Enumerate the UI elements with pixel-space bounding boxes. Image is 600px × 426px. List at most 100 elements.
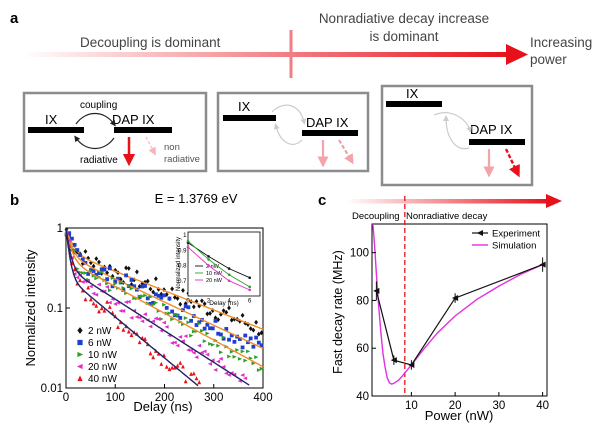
decay-point (188, 348, 193, 353)
legend-marker (77, 339, 83, 346)
decay-point (129, 315, 134, 320)
decay-point (243, 333, 248, 338)
decay-point (102, 308, 107, 313)
decay-axes: 0 100 200 300 400 0.01 0.1 1 (41, 223, 273, 404)
decay-point (164, 324, 169, 329)
decay-point (194, 298, 199, 304)
decay-point (143, 336, 147, 341)
decay-fit-line (65, 227, 264, 330)
decay-point (208, 341, 213, 346)
inset-point (248, 276, 252, 280)
decay-point (105, 277, 110, 282)
decay-point (129, 278, 134, 282)
nonrad-label-c: Nonradiative decay (406, 211, 488, 222)
box-1-nonrad-label-1: non (164, 142, 180, 153)
decay-point (153, 300, 159, 305)
decay-point (181, 287, 185, 293)
decay-point (191, 304, 196, 310)
decay-point (80, 257, 85, 262)
power-text: power (530, 52, 567, 67)
decay-point (137, 294, 142, 299)
decay-point (183, 316, 188, 320)
decay-point (221, 308, 226, 314)
inset-legend-label: 10 nW (206, 271, 223, 277)
decay-point (113, 267, 118, 273)
inset-xtick-label: 2 (207, 299, 211, 305)
power-gradient-bar-c (346, 199, 550, 204)
decay-point (110, 284, 115, 289)
power-gradient-bar (22, 52, 510, 57)
decay-point (205, 311, 210, 317)
box-1-nonrad-arrow (145, 136, 156, 156)
decay-point (137, 340, 142, 345)
decay-point (159, 361, 164, 366)
decay-point (134, 315, 139, 319)
decay-point (186, 320, 191, 325)
decay-point (83, 297, 88, 302)
decay-xtick-label: 200 (155, 392, 174, 404)
energy-label: E = 1.3769 eV (155, 191, 238, 206)
decay-point (151, 300, 156, 305)
decoupling-text: Decoupling is dominant (80, 35, 221, 50)
inset-xtick-label: 0 (186, 299, 190, 305)
decay-point (221, 364, 226, 369)
decay-point (162, 293, 166, 298)
decay-point (86, 272, 91, 276)
decay-point (162, 302, 167, 307)
decay-point (178, 360, 183, 365)
inset-point (186, 245, 190, 249)
decay-point (196, 343, 202, 348)
decay-point (148, 351, 153, 356)
decay-point (67, 231, 72, 236)
decay-point (104, 285, 110, 289)
decay-point (200, 328, 205, 333)
decay-point (210, 326, 215, 331)
box-2-dap-label: DAP IX (306, 115, 349, 130)
decay-point (78, 277, 82, 283)
decay-point (205, 322, 210, 327)
decay-fit-line (65, 227, 264, 350)
inset-line (187, 246, 250, 291)
decay-point (137, 283, 142, 289)
decay-point (197, 380, 202, 385)
decay-point (229, 333, 234, 338)
legend-marker (77, 327, 83, 334)
box-1-back-arrow (74, 135, 115, 150)
decay-point (126, 283, 132, 288)
decay-point (126, 299, 131, 304)
decay-point (254, 355, 259, 360)
legend-label: 40 nW (88, 374, 117, 385)
legend-marker (77, 351, 84, 358)
experiment-point (451, 295, 459, 302)
decay-point (164, 305, 169, 310)
decay-point (172, 340, 177, 345)
legend-marker (76, 363, 83, 370)
decay-point (197, 320, 202, 325)
decay-point (175, 313, 180, 318)
decay-point (197, 321, 202, 326)
legend-label: 20 nW (88, 362, 117, 373)
experiment-point (408, 361, 415, 368)
decay-point (153, 292, 158, 297)
decay-point (143, 279, 147, 285)
decay-point (251, 361, 256, 366)
box-3-coupling-arrow (433, 112, 472, 133)
decay-point (170, 317, 175, 322)
decay-ytick-label: 0.1 (47, 303, 63, 315)
rate-xtick-label: 40 (536, 400, 549, 412)
decay-point (91, 301, 96, 306)
decay-point (140, 319, 145, 324)
decay-point (251, 327, 256, 333)
decay-point (94, 303, 99, 308)
inset-xlabel: Delay (ns) (209, 300, 239, 307)
decay-fit-line (65, 227, 250, 386)
decay-point (167, 366, 172, 372)
decay-point (232, 316, 237, 322)
decay-point (202, 301, 207, 307)
decay-point (215, 359, 221, 364)
decay-point (216, 317, 221, 323)
decay-point (237, 356, 243, 361)
decay-point (148, 301, 153, 306)
